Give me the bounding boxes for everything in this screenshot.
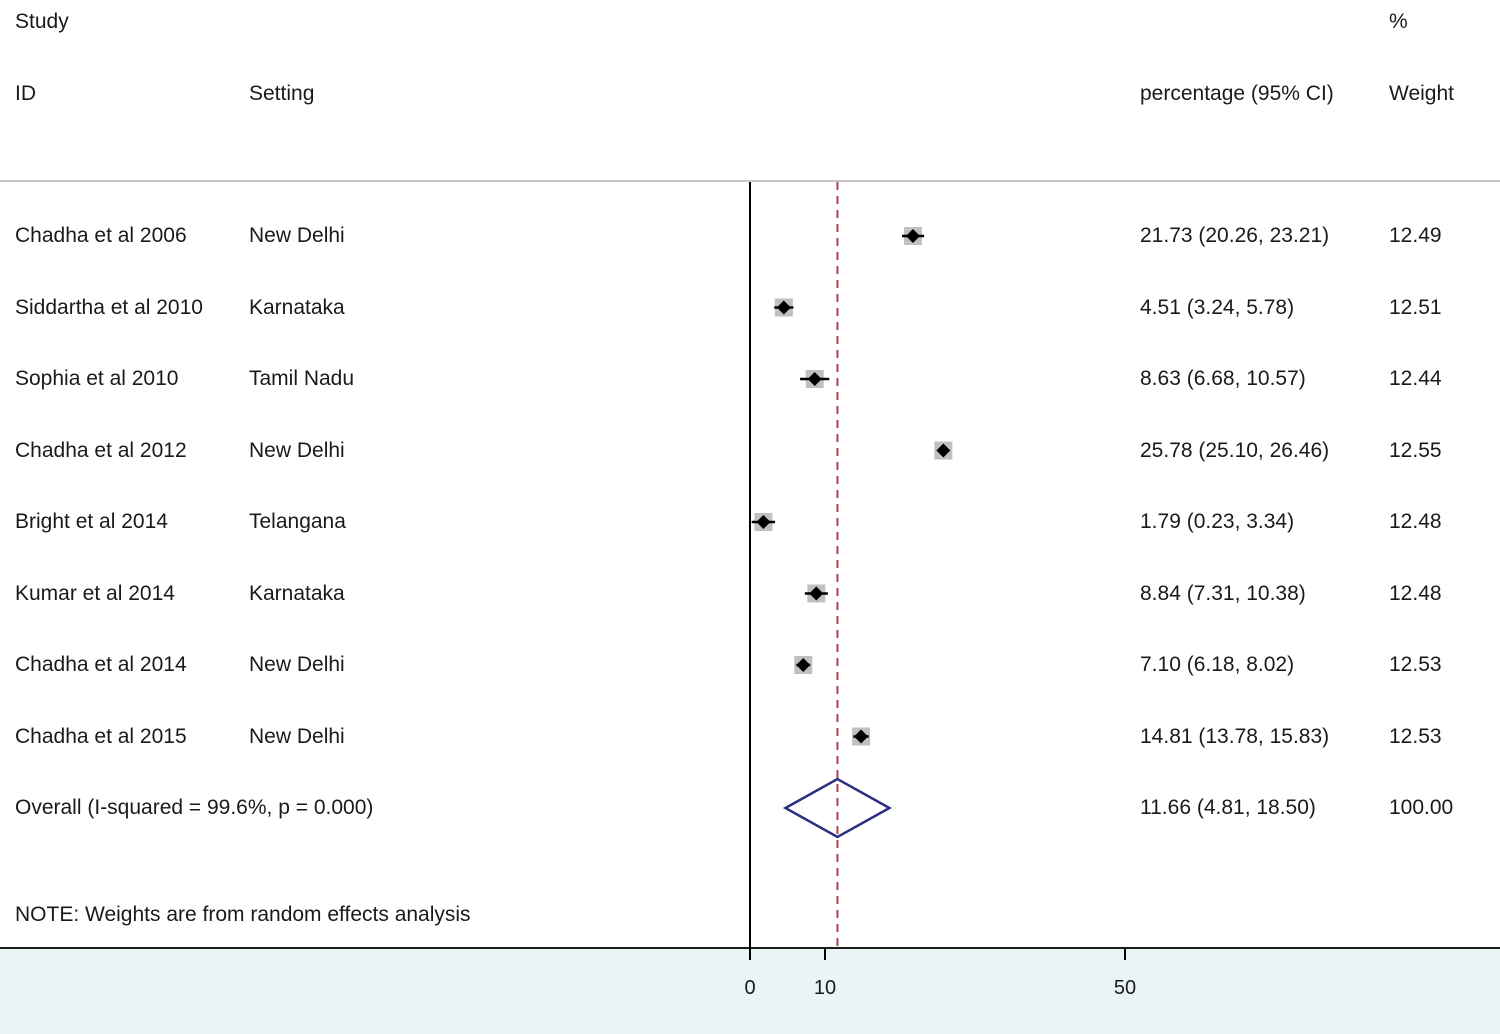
header-percent: % (1389, 10, 1408, 33)
study-point (905, 229, 920, 243)
x-tick-label: 10 (814, 977, 836, 999)
study-ci-text: 8.63 (6.68, 10.57) (1140, 367, 1306, 390)
overall-weight: 100.00 (1389, 796, 1454, 819)
study-weight: 12.48 (1389, 510, 1442, 533)
study-ci-text: 21.73 (20.26, 23.21) (1140, 224, 1330, 247)
study-point (936, 443, 951, 458)
header-weight: Weight (1389, 82, 1454, 105)
study-weight: 12.55 (1389, 438, 1442, 462)
study-id: Sophia et al 2010 (15, 367, 179, 390)
study-id: Bright et al 2014 (15, 510, 168, 533)
study-point (807, 372, 822, 386)
study-setting: New Delhi (249, 653, 345, 676)
study-id: Chadha et al 2014 (15, 653, 187, 676)
study-weight: 12.53 (1389, 653, 1442, 676)
header-divider (0, 180, 1500, 182)
study-weight: 12.44 (1389, 367, 1442, 390)
study-ci-text: 7.10 (6.18, 8.02) (1140, 653, 1295, 676)
header-study: Study (15, 10, 69, 33)
study-setting: Telangana (249, 510, 346, 533)
study-point (756, 515, 771, 529)
header-estimate: percentage (95% CI) (1140, 82, 1334, 105)
footnote: NOTE: Weights are from random effects an… (15, 903, 471, 926)
study-weight: 12.49 (1389, 224, 1442, 247)
study-id: Kumar et al 2014 (15, 581, 175, 605)
axis-band (0, 949, 1500, 1034)
study-setting: New Delhi (249, 224, 345, 247)
study-point (776, 300, 791, 315)
header-id: ID (15, 82, 36, 105)
header-setting: Setting (249, 82, 315, 105)
study-setting: Tamil Nadu (249, 367, 355, 390)
study-ci-text: 1.79 (0.23, 3.34) (1140, 510, 1295, 533)
x-tick-label: 0 (744, 977, 755, 999)
study-ci-text: 25.78 (25.10, 26.46) (1140, 438, 1330, 462)
study-ci-text: 8.84 (7.31, 10.38) (1140, 581, 1306, 605)
study-weight: 12.53 (1389, 724, 1442, 748)
study-point (796, 658, 811, 672)
study-ci-text: 14.81 (13.78, 15.83) (1140, 724, 1330, 748)
study-setting: Karnataka (249, 295, 345, 319)
study-id: Chadha et al 2012 (15, 438, 187, 462)
study-ci-text: 4.51 (3.24, 5.78) (1140, 295, 1295, 319)
study-id: Chadha et al 2015 (15, 724, 187, 748)
overall-ci-text: 11.66 (4.81, 18.50) (1140, 796, 1316, 819)
study-weight: 12.51 (1389, 295, 1442, 319)
study-weight: 12.48 (1389, 581, 1442, 605)
study-setting: New Delhi (249, 438, 345, 462)
overall-label: Overall (I-squared = 99.6%, p = 0.000) (15, 796, 374, 819)
study-point (809, 586, 824, 601)
study-setting: New Delhi (249, 724, 345, 748)
x-tick-label: 50 (1114, 977, 1136, 999)
study-setting: Karnataka (249, 581, 345, 605)
study-id: Siddartha et al 2010 (15, 295, 203, 319)
study-id: Chadha et al 2006 (15, 224, 187, 247)
overall-diamond (782, 777, 893, 839)
study-point (854, 729, 869, 744)
